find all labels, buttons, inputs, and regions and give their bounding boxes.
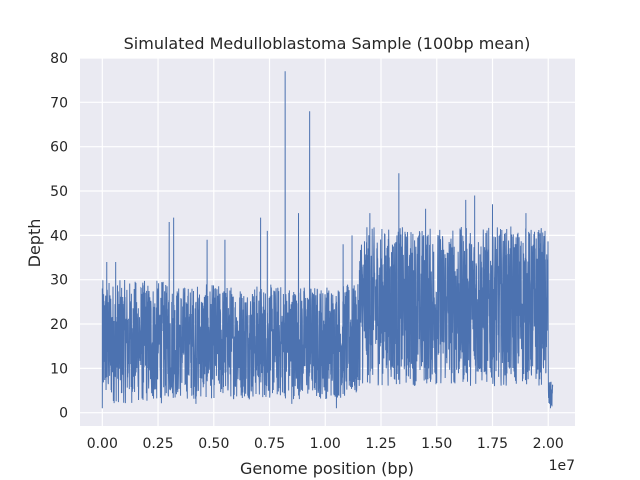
- y-tick-label: 60: [50, 140, 68, 156]
- y-tick-label: 30: [50, 273, 68, 289]
- x-tick-label: 1.75: [477, 436, 508, 452]
- y-axis-label: Depth: [25, 219, 44, 268]
- x-tick-label: 1.50: [421, 436, 452, 452]
- y-tick-label: 80: [50, 51, 68, 67]
- y-tick-label: 10: [50, 361, 68, 377]
- y-tick-label: 40: [50, 228, 68, 244]
- x-tick-labels: 0.00 0.25 0.50 0.75 1.00 1.25 1.50 1.75 2.00: [87, 436, 564, 452]
- depth-series-line: [101, 71, 554, 409]
- x-tick-label: 1.00: [310, 436, 341, 452]
- y-tick-label: 0: [59, 406, 68, 422]
- x-tick-label: 0.00: [87, 436, 118, 452]
- x-tick-label: 1.25: [365, 436, 396, 452]
- y-tick-label: 20: [50, 317, 68, 333]
- chart-title: Simulated Medulloblastoma Sample (100bp …: [124, 34, 531, 53]
- y-tick-label: 50: [50, 184, 68, 200]
- x-tick-label: 0.25: [142, 436, 173, 452]
- x-tick-label: 0.50: [198, 436, 229, 452]
- y-tick-label: 70: [50, 95, 68, 111]
- x-tick-label: 2.00: [533, 436, 564, 452]
- x-axis-label: Genome position (bp): [240, 459, 414, 478]
- y-tick-labels: 0 10 20 30 40 50 60 70 80: [50, 51, 68, 422]
- x-offset-text: 1e7: [549, 458, 575, 474]
- x-tick-label: 0.75: [254, 436, 285, 452]
